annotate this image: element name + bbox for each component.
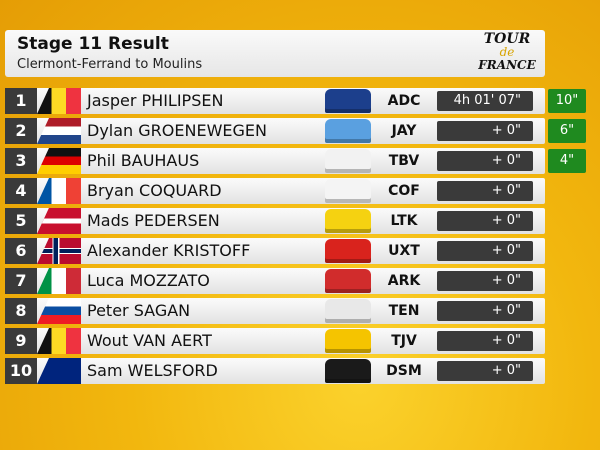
rank: 4: [5, 178, 37, 204]
team-code: TBV: [388, 153, 420, 169]
time-gap: + 0": [437, 301, 533, 321]
flag: [37, 358, 81, 384]
jersey: [325, 209, 371, 233]
flag: [37, 88, 81, 114]
rank: 5: [5, 208, 37, 234]
bonus-seconds: 4": [548, 149, 586, 173]
header-panel: Stage 11 Result Clermont-Ferrand to Moul…: [5, 30, 545, 77]
team-code: DSM: [386, 363, 422, 379]
title: Stage 11 Result: [17, 34, 169, 54]
time-gap: + 0": [437, 181, 533, 201]
flag: [37, 298, 81, 324]
jersey: [325, 239, 371, 263]
team-code: ARK: [387, 273, 421, 289]
result-row: 5 Mads PEDERSEN LTK + 0": [5, 208, 545, 234]
rank: 6: [5, 238, 37, 264]
result-row: 6 Alexander KRISTOFF UXT + 0": [5, 238, 545, 264]
team-code: COF: [388, 183, 420, 199]
rank: 2: [5, 118, 37, 144]
rider-name: Bryan COQUARD: [87, 181, 222, 200]
rider-name: Phil BAUHAUS: [87, 151, 200, 170]
logo-text: TOUR: [483, 31, 531, 47]
result-row: 7 Luca MOZZATO ARK + 0": [5, 268, 545, 294]
time-gap: + 0": [437, 121, 533, 141]
team-code: JAY: [391, 123, 417, 139]
jersey: [325, 179, 371, 203]
time-gap: 4h 01' 07": [437, 91, 533, 111]
result-row: 4 Bryan COQUARD COF + 0": [5, 178, 545, 204]
jersey: [325, 269, 371, 293]
team-code: LTK: [390, 213, 418, 229]
time-gap: + 0": [437, 151, 533, 171]
flag: [37, 208, 81, 234]
rank: 10: [5, 358, 37, 384]
flag: [37, 328, 81, 354]
rider-name: Peter SAGAN: [87, 301, 191, 320]
rider-name: Jasper PHILIPSEN: [87, 91, 224, 110]
rank: 7: [5, 268, 37, 294]
logo: TOUR de FRANCE: [477, 31, 537, 75]
result-row: 1 Jasper PHILIPSEN ADC 4h 01' 07": [5, 88, 545, 114]
team-code: ADC: [387, 93, 421, 109]
logo-text: de: [499, 45, 515, 59]
result-row: 2 Dylan GROENEWEGEN JAY + 0": [5, 118, 545, 144]
subtitle: Clermont-Ferrand to Moulins: [17, 57, 203, 72]
rider-name: Wout VAN AERT: [87, 331, 212, 350]
bonus-seconds: 10": [548, 89, 586, 113]
time-gap: + 0": [437, 211, 533, 231]
team-code: UXT: [388, 243, 420, 259]
rider-name: Mads PEDERSEN: [87, 211, 220, 230]
flag: [37, 148, 81, 174]
result-row: 10 Sam WELSFORD DSM + 0": [5, 358, 545, 384]
flag: [37, 118, 81, 144]
time-gap: + 0": [437, 361, 533, 381]
time-gap: + 0": [437, 331, 533, 351]
rank: 1: [5, 88, 37, 114]
logo-text: FRANCE: [478, 58, 536, 72]
result-row: 8 Peter SAGAN TEN + 0": [5, 298, 545, 324]
team-code: TJV: [391, 333, 417, 349]
flag: [37, 238, 81, 264]
jersey: [325, 89, 371, 113]
result-row: 3 Phil BAUHAUS TBV + 0": [5, 148, 545, 174]
flag: [37, 268, 81, 294]
rider-name: Sam WELSFORD: [87, 361, 218, 380]
rank: 8: [5, 298, 37, 324]
jersey: [325, 119, 371, 143]
time-gap: + 0": [437, 241, 533, 261]
rank: 9: [5, 328, 37, 354]
team-code: TEN: [388, 303, 420, 319]
jersey: [325, 329, 371, 353]
jersey: [325, 299, 371, 323]
rank: 3: [5, 148, 37, 174]
time-gap: + 0": [437, 271, 533, 291]
bonus-seconds: 6": [548, 119, 586, 143]
jersey: [325, 149, 371, 173]
rider-name: Dylan GROENEWEGEN: [87, 121, 267, 140]
result-row: 9 Wout VAN AERT TJV + 0": [5, 328, 545, 354]
flag: [37, 178, 81, 204]
jersey: [325, 359, 371, 383]
rider-name: Alexander KRISTOFF: [87, 241, 251, 260]
rider-name: Luca MOZZATO: [87, 271, 210, 290]
